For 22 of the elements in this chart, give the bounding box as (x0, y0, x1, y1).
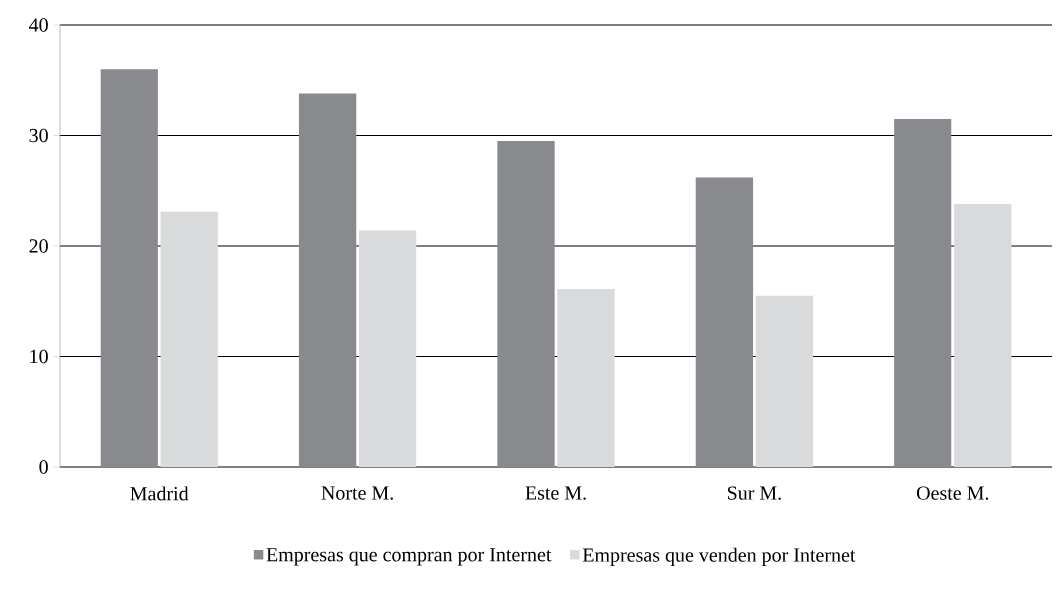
bar (497, 141, 555, 467)
y-tick-label: 40 (29, 18, 48, 32)
y-tick-label: 20 (29, 239, 48, 253)
y-tick-label: 0 (39, 460, 48, 474)
bar (894, 118, 952, 467)
bar (557, 289, 615, 467)
y-tick-label: 30 (29, 128, 48, 143)
x-tick-label: Sur M. (727, 486, 781, 500)
bar (755, 295, 814, 467)
x-tick-label: Madrid (130, 486, 189, 501)
legend-label: Empresas que compran por Internet (266, 548, 552, 566)
bar (358, 230, 417, 467)
bar (954, 204, 1012, 467)
bar (695, 177, 754, 467)
legend-label: Empresas que venden por Internet (582, 547, 856, 566)
bar (100, 69, 158, 467)
bar (298, 93, 357, 467)
x-tick-label: Este M. (525, 486, 586, 500)
x-tick-label: Norte M. (321, 486, 393, 500)
bar (160, 211, 218, 467)
x-tick-label: Oeste M. (916, 486, 989, 500)
y-tick-label: 10 (30, 349, 48, 364)
